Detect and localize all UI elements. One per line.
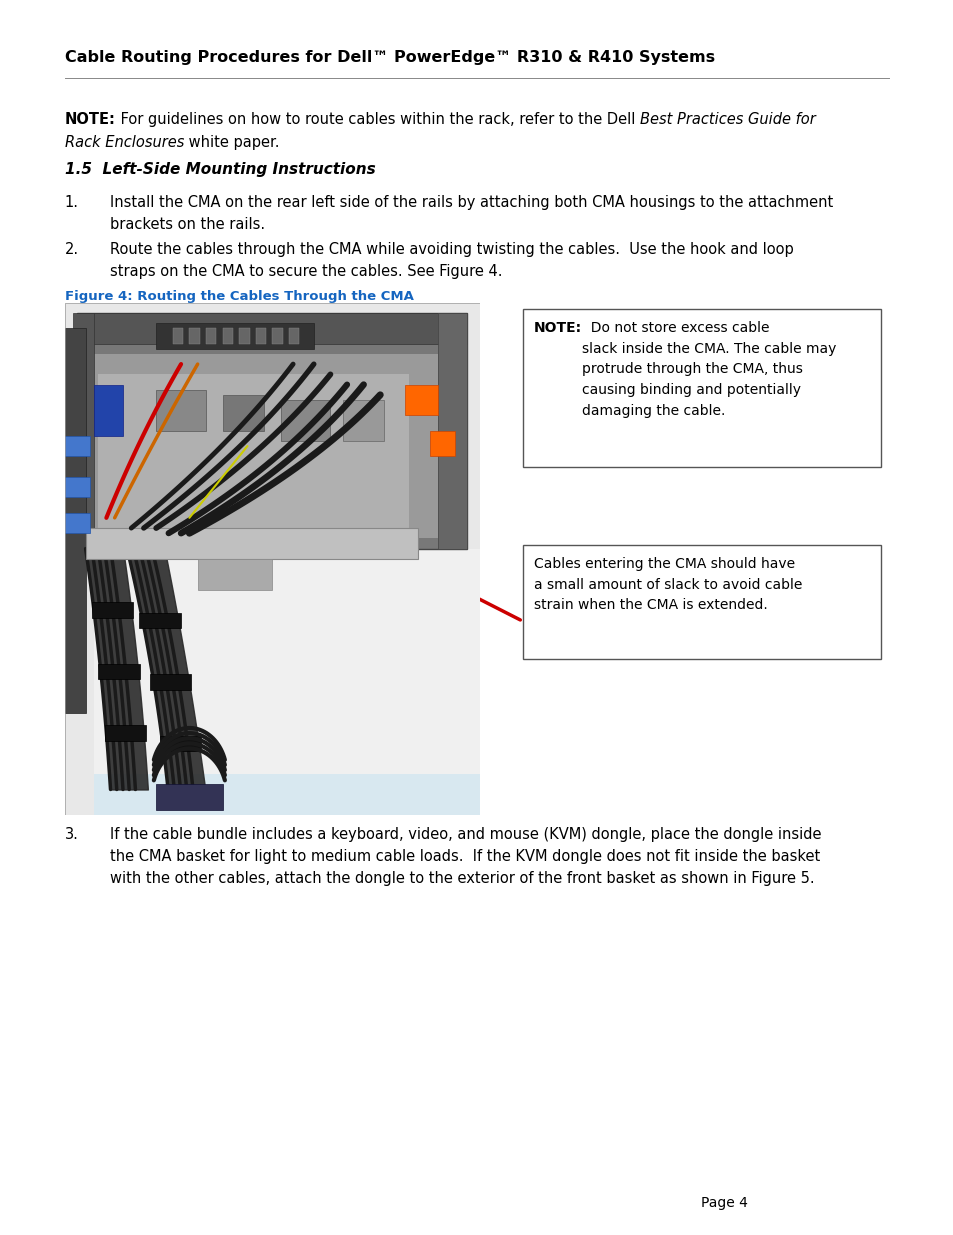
Text: Route the cables through the CMA while avoiding twisting the cables.  Use the ho: Route the cables through the CMA while a… bbox=[110, 242, 793, 279]
Text: white paper.: white paper. bbox=[184, 136, 279, 151]
Text: NOTE:: NOTE: bbox=[534, 321, 581, 335]
Bar bbox=[289, 329, 299, 343]
Bar bbox=[93, 774, 479, 815]
Text: Do not store excess cable
slack inside the CMA. The cable may
protrude through t: Do not store excess cable slack inside t… bbox=[581, 321, 836, 417]
Bar bbox=[77, 312, 467, 548]
Bar bbox=[438, 312, 467, 548]
Bar bbox=[156, 324, 314, 348]
Bar bbox=[77, 312, 467, 343]
Bar bbox=[522, 545, 880, 659]
Bar bbox=[160, 736, 201, 751]
Text: 1.5  Left-Side Mounting Instructions: 1.5 Left-Side Mounting Instructions bbox=[65, 162, 375, 178]
Text: Best Practices Guide for: Best Practices Guide for bbox=[639, 112, 815, 127]
Bar bbox=[156, 784, 222, 810]
Bar bbox=[255, 329, 266, 343]
Text: Install the CMA on the rear left side of the rails by attaching both CMA housing: Install the CMA on the rear left side of… bbox=[110, 195, 832, 232]
Bar bbox=[61, 436, 90, 457]
Text: Page 4: Page 4 bbox=[700, 1197, 747, 1210]
Bar bbox=[73, 312, 93, 548]
Bar bbox=[156, 390, 206, 431]
Text: 2.: 2. bbox=[65, 242, 79, 257]
Bar bbox=[206, 329, 216, 343]
Text: Cables entering the CMA should have
a small amount of slack to avoid cable
strai: Cables entering the CMA should have a sm… bbox=[534, 557, 801, 613]
Bar bbox=[239, 329, 250, 343]
Bar bbox=[189, 329, 199, 343]
Bar bbox=[342, 400, 384, 441]
Bar bbox=[98, 374, 409, 529]
Bar bbox=[273, 329, 282, 343]
Bar bbox=[197, 559, 273, 589]
Bar bbox=[65, 329, 86, 713]
Bar bbox=[98, 664, 140, 679]
Text: 1.: 1. bbox=[65, 195, 79, 210]
Bar bbox=[93, 548, 479, 815]
Bar bbox=[430, 431, 455, 457]
Bar bbox=[91, 603, 133, 618]
Bar bbox=[105, 725, 146, 741]
Bar bbox=[150, 674, 191, 689]
Bar bbox=[222, 329, 233, 343]
Text: NOTE:: NOTE: bbox=[65, 112, 115, 127]
Text: For guidelines on how to route cables within the rack, refer to the Dell: For guidelines on how to route cables wi… bbox=[115, 112, 639, 127]
Text: 3.: 3. bbox=[65, 827, 79, 842]
Text: If the cable bundle includes a keyboard, video, and mouse (KVM) dongle, place th: If the cable bundle includes a keyboard,… bbox=[110, 827, 821, 885]
Bar bbox=[86, 529, 417, 559]
Text: Rack Enclosures: Rack Enclosures bbox=[65, 136, 184, 151]
Bar bbox=[222, 395, 264, 431]
Text: Figure 4: Routing the Cables Through the CMA: Figure 4: Routing the Cables Through the… bbox=[65, 290, 414, 303]
Bar bbox=[172, 329, 183, 343]
Bar bbox=[280, 400, 330, 441]
Bar bbox=[61, 477, 90, 498]
Bar bbox=[522, 309, 880, 467]
Bar bbox=[90, 354, 437, 538]
Bar bbox=[93, 384, 123, 436]
Bar bbox=[139, 613, 180, 629]
Bar bbox=[405, 384, 438, 415]
Text: Cable Routing Procedures for Dell™ PowerEdge™ R310 & R410 Systems: Cable Routing Procedures for Dell™ Power… bbox=[65, 49, 714, 65]
Bar bbox=[61, 513, 90, 534]
